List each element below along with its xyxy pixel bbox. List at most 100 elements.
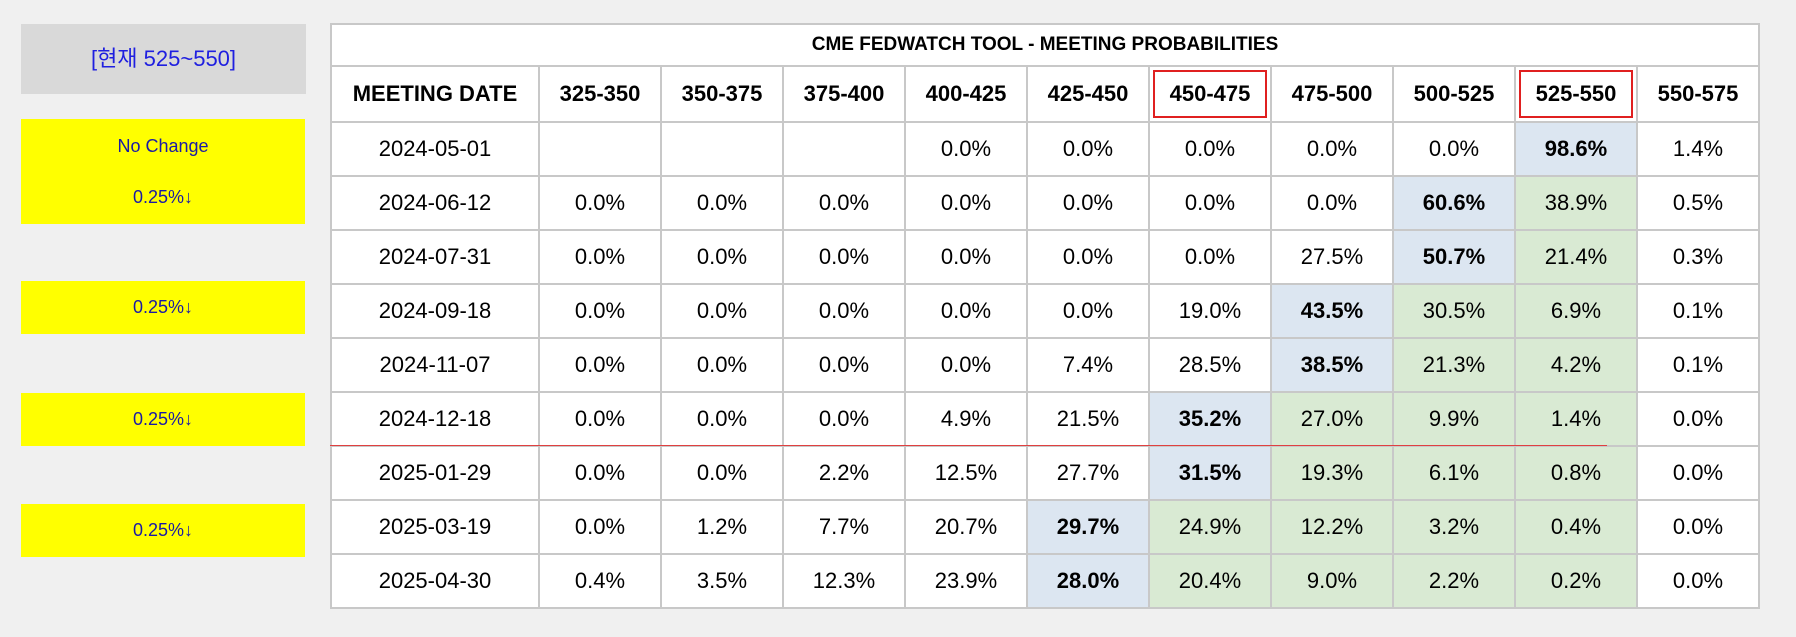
probability-cell: 0.0% — [1270, 175, 1394, 231]
probability-cell: 0.0% — [1636, 391, 1760, 447]
header-rate-range: 500-525 — [1392, 65, 1516, 123]
header-rate-range: 400-425 — [904, 65, 1028, 123]
probability-cell — [538, 121, 662, 177]
probability-cell: 21.5% — [1026, 391, 1150, 447]
probability-cell: 28.5% — [1148, 337, 1272, 393]
probability-cell: 0.0% — [1636, 445, 1760, 501]
probability-cell: 0.0% — [1026, 229, 1150, 285]
table-row: 2025-03-19 0.0% 1.2% 7.7% 20.7% 29.7% 24.9% 12.… — [330, 499, 1760, 555]
probability-cell: 7.7% — [782, 499, 906, 555]
probability-cell: 21.4% — [1514, 229, 1638, 285]
probability-cell: 0.0% — [538, 391, 662, 447]
probability-cell: 28.0% — [1026, 553, 1150, 609]
probability-cell: 30.5% — [1392, 283, 1516, 339]
no-change-label: No Change — [117, 136, 209, 156]
probability-cell: 7.4% — [1026, 337, 1150, 393]
table-title: CME FEDWATCH TOOL - MEETING PROBABILITIE… — [330, 23, 1760, 67]
meeting-date-cell: 2024-11-07 — [330, 337, 540, 393]
header-rate-range: 325-350 — [538, 65, 662, 123]
probability-cell: 0.0% — [1636, 499, 1760, 555]
table-header-row: MEETING DATE 325-350 350-375 375-400 400-425… — [330, 65, 1760, 123]
probability-cell: 0.0% — [660, 229, 784, 285]
probability-cell: 0.0% — [660, 337, 784, 393]
probability-cell: 0.0% — [782, 391, 906, 447]
probability-cell: 0.0% — [1148, 175, 1272, 231]
table-row: 2024-05-01 0.0% 0.0% 0.0% 0.0% 0.0% 98.6% 1.4% — [330, 121, 1760, 177]
probability-cell: 9.9% — [1392, 391, 1516, 447]
probability-cell: 0.0% — [538, 283, 662, 339]
meeting-date-cell: 2024-12-18 — [330, 391, 540, 447]
probability-cell: 1.4% — [1636, 121, 1760, 177]
rate-cut-label: 0.25%↓ — [132, 187, 194, 207]
probability-cell: 0.1% — [1636, 337, 1760, 393]
table-row: 2025-01-29 0.0% 0.0% 2.2% 12.5% 27.7% 31.5% 19.… — [330, 445, 1760, 501]
probability-cell: 4.9% — [904, 391, 1028, 447]
probability-cell: 0.0% — [660, 175, 784, 231]
probability-cell: 9.0% — [1270, 553, 1394, 609]
probability-cell: 0.0% — [904, 175, 1028, 231]
probability-cell: 31.5% — [1148, 445, 1272, 501]
probability-cell: 60.6% — [1392, 175, 1516, 231]
probability-cell: 0.0% — [782, 283, 906, 339]
fedwatch-probability-table: CME FEDWATCH TOOL - MEETING PROBABILITIE… — [330, 23, 1760, 609]
probability-cell: 19.3% — [1270, 445, 1394, 501]
probability-cell: 3.5% — [660, 553, 784, 609]
table-row: 2024-09-18 0.0% 0.0% 0.0% 0.0% 0.0% 19.0% 43.5%… — [330, 283, 1760, 339]
divider-line — [330, 445, 1607, 446]
probability-cell — [660, 121, 784, 177]
probability-cell: 1.2% — [660, 499, 784, 555]
probability-cell: 21.3% — [1392, 337, 1516, 393]
table-row: 2024-07-31 0.0% 0.0% 0.0% 0.0% 0.0% 0.0% 27.5% 5… — [330, 229, 1760, 285]
header-rate-range: 550-575 — [1636, 65, 1760, 123]
probability-cell: 0.0% — [538, 175, 662, 231]
meeting-date-cell: 2024-06-12 — [330, 175, 540, 231]
probability-cell: 6.9% — [1514, 283, 1638, 339]
probability-cell — [782, 121, 906, 177]
probability-cell: 0.2% — [1514, 553, 1638, 609]
probability-cell: 23.9% — [904, 553, 1028, 609]
probability-cell: 0.0% — [660, 445, 784, 501]
probability-cell: 2.2% — [1392, 553, 1516, 609]
probability-cell: 12.2% — [1270, 499, 1394, 555]
header-rate-range: 425-450 — [1026, 65, 1150, 123]
probability-cell: 12.3% — [782, 553, 906, 609]
probability-cell: 27.7% — [1026, 445, 1150, 501]
probability-cell: 0.4% — [1514, 499, 1638, 555]
probability-cell: 27.5% — [1270, 229, 1394, 285]
probability-cell: 43.5% — [1270, 283, 1394, 339]
probability-cell: 0.0% — [538, 499, 662, 555]
probability-cell: 0.0% — [1270, 121, 1394, 177]
meeting-date-cell: 2025-01-29 — [330, 445, 540, 501]
probability-cell: 29.7% — [1026, 499, 1150, 555]
probability-cell: 0.0% — [1148, 121, 1272, 177]
probability-cell: 0.0% — [782, 229, 906, 285]
rate-change-box-1: No Change 0.25%↓ — [21, 119, 305, 224]
probability-cell: 0.0% — [782, 337, 906, 393]
probability-cell: 0.3% — [1636, 229, 1760, 285]
header-rate-range: 450-475 — [1148, 65, 1272, 123]
header-rate-range: 475-500 — [1270, 65, 1394, 123]
meeting-date-cell: 2024-05-01 — [330, 121, 540, 177]
probability-cell: 24.9% — [1148, 499, 1272, 555]
probability-cell: 0.0% — [660, 283, 784, 339]
probability-cell: 0.1% — [1636, 283, 1760, 339]
probability-cell: 38.9% — [1514, 175, 1638, 231]
meeting-date-cell: 2025-03-19 — [330, 499, 540, 555]
probability-cell: 2.2% — [782, 445, 906, 501]
table-row: 2025-04-30 0.4% 3.5% 12.3% 23.9% 28.0% 20.4% 9.… — [330, 553, 1760, 609]
table-row: 2024-12-18 0.0% 0.0% 0.0% 4.9% 21.5% 35.2% 27.0… — [330, 391, 1760, 447]
probability-cell: 35.2% — [1148, 391, 1272, 447]
probability-cell: 0.0% — [538, 445, 662, 501]
probability-cell: 0.8% — [1514, 445, 1638, 501]
rate-change-box-2: 0.25%↓ — [21, 281, 305, 334]
probability-cell: 98.6% — [1514, 121, 1638, 177]
probability-cell: 1.4% — [1514, 391, 1638, 447]
header-rate-range: 525-550 — [1514, 65, 1638, 123]
probability-cell: 0.0% — [1636, 553, 1760, 609]
probability-cell: 0.4% — [538, 553, 662, 609]
probability-cell: 20.4% — [1148, 553, 1272, 609]
probability-cell: 0.0% — [1148, 229, 1272, 285]
probability-cell: 0.0% — [1392, 121, 1516, 177]
table-row: 2024-11-07 0.0% 0.0% 0.0% 0.0% 7.4% 28.5% 38.5%… — [330, 337, 1760, 393]
probability-cell: 0.0% — [1026, 175, 1150, 231]
